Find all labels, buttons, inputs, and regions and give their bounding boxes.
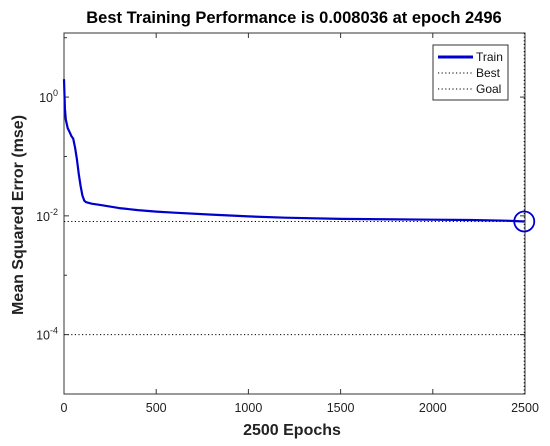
legend-label-goal: Goal	[476, 82, 501, 96]
x-tick-label: 500	[146, 401, 167, 415]
chart-title: Best Training Performance is 0.008036 at…	[86, 9, 501, 27]
x-tick-label: 0	[61, 401, 68, 415]
x-tick-label: 2500	[511, 401, 539, 415]
x-axis-label: 2500 Epochs	[243, 422, 341, 439]
plot-frame	[63, 32, 526, 395]
y-axis-label: Mean Squared Error (mse)	[10, 115, 27, 315]
train-series-line	[62, 79, 525, 223]
legend-label-best: Best	[476, 66, 501, 80]
y-tick-label: 100	[39, 88, 58, 105]
x-tick-label: 2000	[419, 401, 447, 415]
y-tick-label: 10-4	[36, 326, 58, 343]
best-point-marker	[513, 210, 536, 233]
x-tick-label: 1500	[327, 401, 355, 415]
x-tick-label: 1000	[234, 401, 262, 415]
legend-label-train: Train	[476, 50, 503, 64]
y-tick-label: 10-2	[36, 207, 58, 224]
plot-area: 0 500 1000 1500 2000 2500 10-4 10-2 100 Train Best…	[36, 32, 539, 415]
